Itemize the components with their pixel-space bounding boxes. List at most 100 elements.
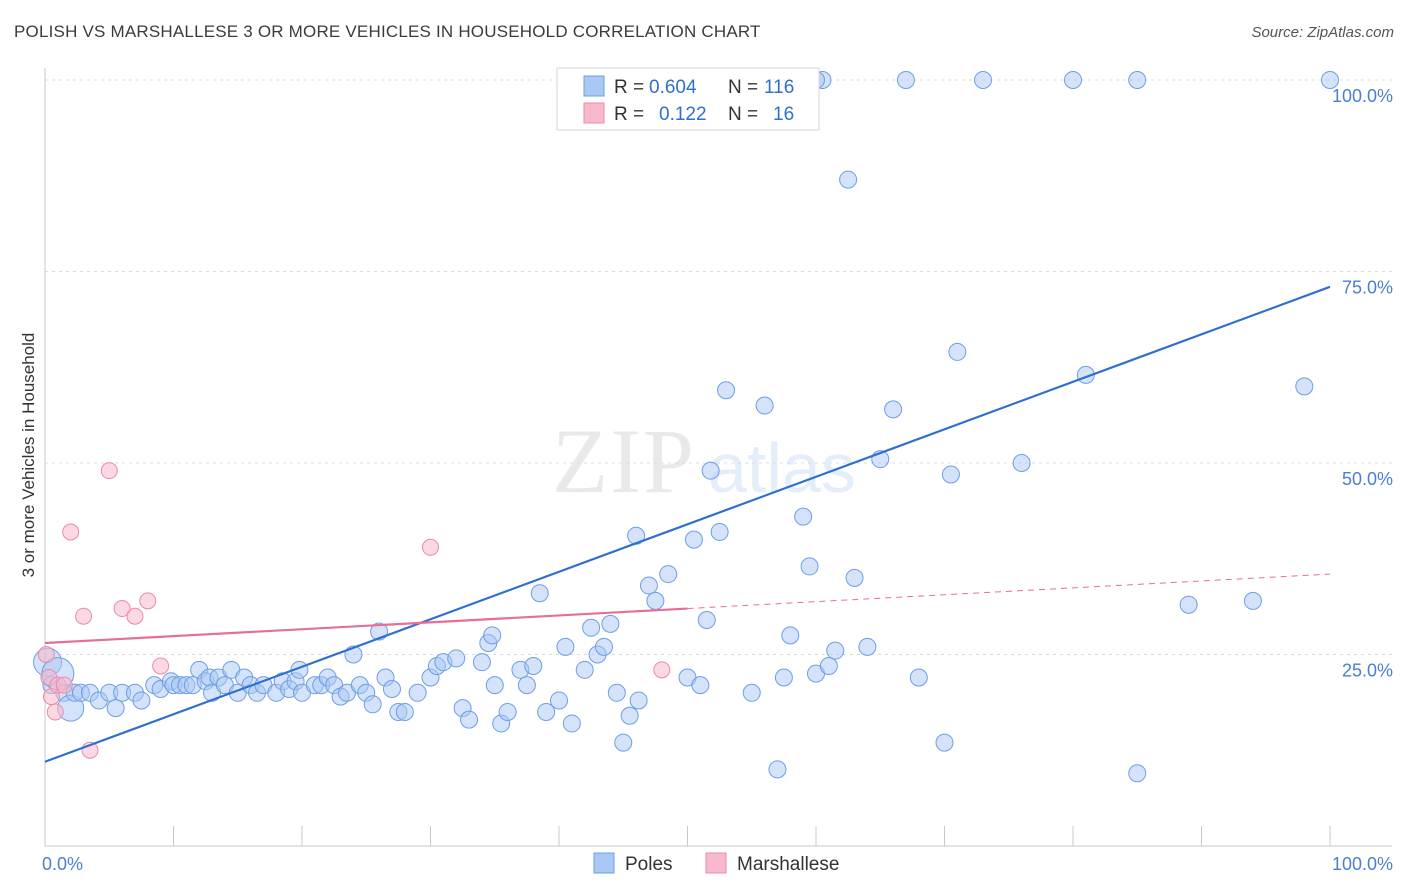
poles-point	[697, 611, 716, 630]
marshallese-point	[653, 661, 671, 679]
x-tick-label: 0.0%	[42, 854, 83, 874]
marshallese-legend-swatch	[583, 102, 605, 124]
poles-point	[382, 679, 401, 698]
poles-point	[363, 695, 382, 714]
y-tick-label: 50.0%	[1342, 469, 1393, 489]
marshallese-point	[46, 703, 64, 721]
poles-point	[909, 668, 928, 687]
poles-point	[701, 461, 720, 480]
poles-point	[1243, 591, 1262, 610]
x-tick-label: 100.0%	[1332, 854, 1393, 874]
poles-point	[485, 676, 504, 695]
poles-point	[582, 618, 601, 637]
axes	[44, 68, 1392, 847]
marshallese-point	[139, 592, 157, 610]
legend-r-value-1: 0.604	[649, 77, 697, 98]
poles-point	[447, 649, 466, 668]
poles-point	[858, 637, 877, 656]
legend-poles-swatch	[593, 852, 615, 874]
poles-point	[1321, 71, 1339, 89]
poles-point	[781, 626, 800, 645]
poles-point	[620, 706, 639, 725]
legend-n-value-1: 116	[764, 77, 794, 98]
poles-trend-line	[44, 285, 1331, 763]
marshallese-point	[100, 462, 118, 480]
poles-point	[395, 702, 414, 721]
y-tick-label: 25.0%	[1342, 661, 1393, 681]
poles-point	[1128, 764, 1147, 783]
poles-point	[948, 342, 967, 361]
poles-point	[601, 614, 620, 633]
legend-poles-label: Poles	[625, 854, 673, 875]
poles-point	[742, 683, 761, 702]
poles-point	[524, 656, 543, 675]
poles-point	[896, 71, 915, 89]
trend-lines	[44, 285, 1331, 763]
poles-legend-swatch	[583, 75, 605, 97]
marshallese-point	[75, 607, 93, 625]
y-tick-label: 100.0%	[1332, 86, 1393, 106]
poles-point	[614, 733, 633, 752]
poles-point	[717, 381, 736, 400]
poles-point	[1064, 71, 1082, 89]
poles-point	[575, 660, 594, 679]
poles-point	[755, 396, 774, 415]
poles-point	[941, 465, 960, 484]
series-legend: Poles Marshallese	[593, 852, 839, 875]
zipatlas-watermark: ZIP atlas	[552, 410, 856, 512]
svg-text:ZIP: ZIP	[552, 410, 696, 512]
poles-point	[1128, 71, 1147, 89]
poles-point	[819, 656, 838, 675]
poles-point	[550, 691, 568, 710]
poles-point	[639, 576, 658, 595]
marshallese-trend-extension	[687, 573, 1331, 610]
marshallese-point	[126, 607, 144, 625]
poles-point	[1179, 595, 1198, 614]
poles-point	[408, 683, 427, 702]
poles-point	[1295, 377, 1314, 396]
marshallese-point	[37, 646, 55, 663]
legend-marshallese-swatch	[705, 852, 727, 874]
poles-point	[483, 626, 502, 645]
poles-point	[460, 710, 479, 729]
poles-point	[629, 691, 648, 710]
marshallese-point	[55, 676, 73, 694]
svg-text:atlas: atlas	[708, 429, 856, 507]
poles-point	[691, 676, 710, 695]
marshallese-point	[113, 600, 131, 618]
poles-point	[132, 691, 151, 710]
marshallese-point	[422, 538, 439, 556]
poles-point	[974, 71, 993, 89]
tick-labels: 25.0% 50.0% 75.0% 100.0% 0.0% 100.0%	[42, 86, 1393, 874]
poles-point	[768, 760, 787, 779]
poles-point	[556, 637, 575, 656]
y-tick-label: 75.0%	[1342, 278, 1393, 298]
poles-point	[1012, 454, 1031, 472]
poles-point	[517, 676, 536, 695]
grid-lines	[45, 79, 1392, 655]
poles-point	[530, 584, 549, 603]
poles-point	[826, 641, 845, 660]
poles-point	[800, 557, 819, 576]
poles-point	[794, 507, 813, 526]
poles-point	[537, 702, 556, 721]
poles-point	[845, 568, 864, 587]
legend-r-value-2: 0.122	[659, 104, 707, 125]
poles-point	[562, 714, 581, 733]
chart-title: POLISH VS MARSHALLESE 3 OR MORE VEHICLES…	[14, 22, 761, 41]
poles-point	[607, 683, 626, 702]
legend-n-label-1: N =	[728, 77, 758, 98]
source-label: Source: ZipAtlas.com	[1251, 24, 1394, 41]
poles-point	[935, 733, 954, 752]
y-axis-title: 3 or more Vehicles in Household	[19, 333, 38, 578]
legend-r-label-2: R =	[614, 104, 644, 125]
poles-point	[498, 702, 517, 721]
poles-point	[884, 400, 903, 419]
poles-point	[106, 699, 125, 718]
poles-point	[774, 668, 793, 687]
marshallese-trend-line	[44, 607, 688, 645]
legend-n-label-2: N =	[728, 104, 758, 125]
poles-point	[710, 522, 729, 541]
legend-n-value-2: 16	[773, 104, 794, 125]
